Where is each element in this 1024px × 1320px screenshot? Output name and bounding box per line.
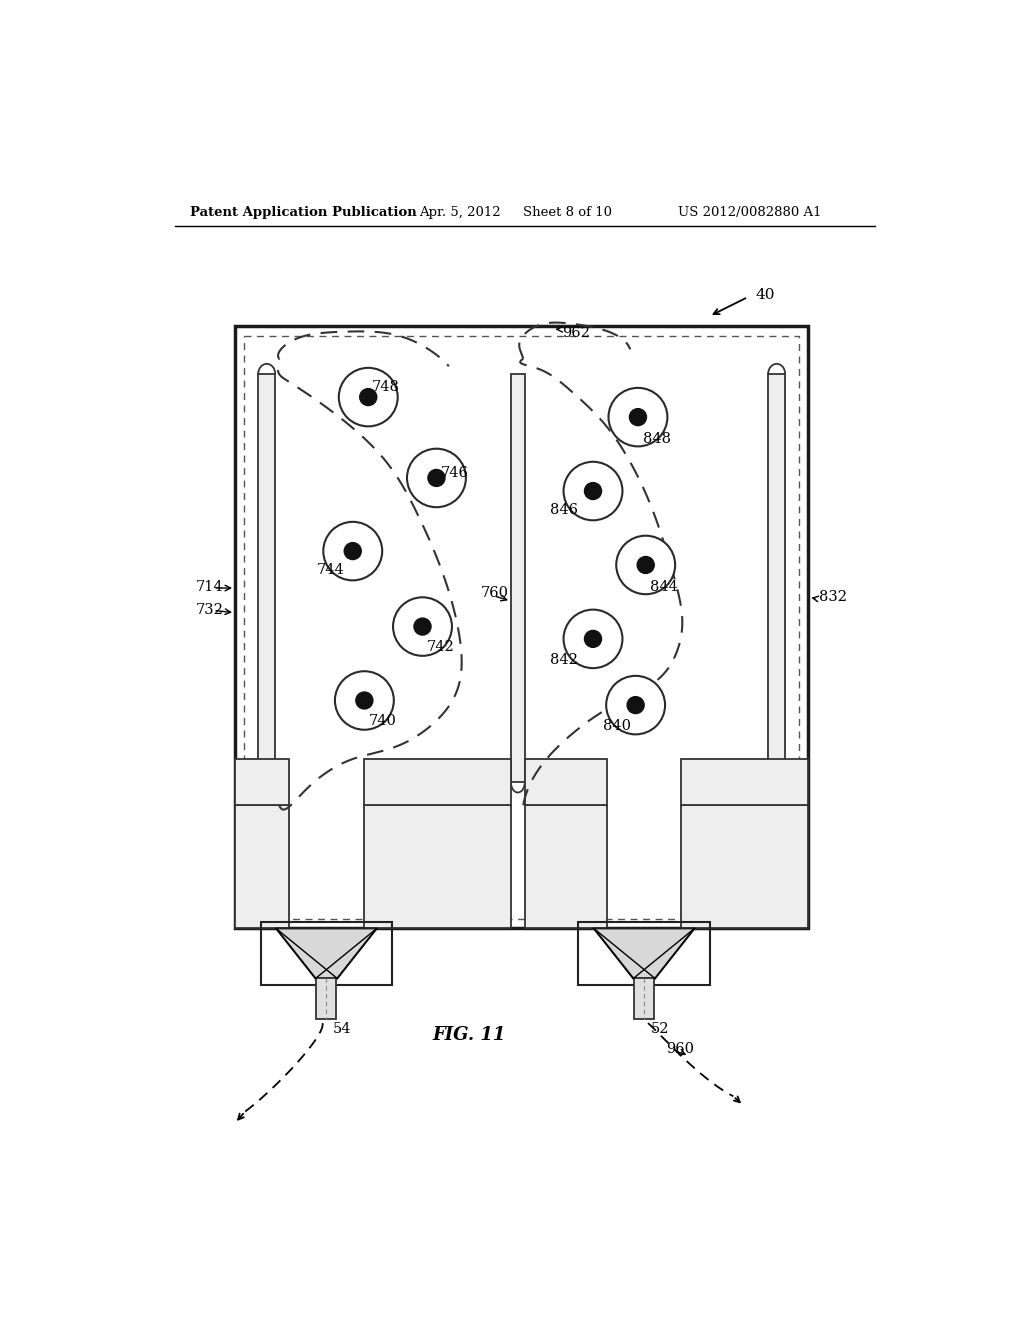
Circle shape: [428, 470, 445, 487]
Bar: [768, 374, 785, 805]
Text: 748: 748: [372, 380, 400, 395]
Text: 842: 842: [550, 653, 579, 667]
Bar: [579, 923, 710, 985]
Polygon shape: [594, 928, 694, 978]
Text: 54: 54: [333, 1022, 351, 1036]
Circle shape: [344, 543, 361, 560]
Text: 846: 846: [550, 503, 579, 516]
Bar: [234, 759, 289, 805]
Text: 742: 742: [426, 640, 454, 653]
Polygon shape: [276, 928, 377, 978]
Text: Apr. 5, 2012: Apr. 5, 2012: [419, 206, 501, 219]
Circle shape: [339, 368, 397, 426]
Text: 960: 960: [666, 1043, 694, 1056]
Circle shape: [585, 631, 601, 647]
Text: 40: 40: [756, 288, 775, 302]
Text: 962: 962: [562, 326, 590, 341]
Bar: [364, 805, 511, 928]
Circle shape: [324, 521, 382, 581]
Circle shape: [608, 388, 668, 446]
Bar: [316, 978, 337, 1019]
Text: 714: 714: [197, 581, 224, 594]
Text: 832: 832: [819, 590, 847, 603]
Text: 760: 760: [480, 586, 509, 599]
Circle shape: [407, 449, 466, 507]
Bar: [681, 759, 809, 805]
Text: Patent Application Publication: Patent Application Publication: [190, 206, 417, 219]
Text: US 2012/0082880 A1: US 2012/0082880 A1: [678, 206, 821, 219]
Circle shape: [335, 671, 394, 730]
Circle shape: [359, 388, 377, 405]
Bar: [245, 335, 799, 919]
Circle shape: [414, 618, 431, 635]
Bar: [524, 805, 607, 928]
Text: 844: 844: [649, 579, 678, 594]
Bar: [234, 805, 289, 928]
Circle shape: [627, 697, 644, 714]
Text: 740: 740: [369, 714, 396, 729]
Circle shape: [563, 462, 623, 520]
Circle shape: [630, 409, 646, 425]
Bar: [524, 759, 607, 805]
Text: 52: 52: [650, 1022, 669, 1036]
Bar: [634, 978, 654, 1019]
Text: 848: 848: [643, 432, 672, 446]
Text: Sheet 8 of 10: Sheet 8 of 10: [523, 206, 612, 219]
Bar: [364, 759, 511, 805]
Circle shape: [637, 557, 654, 573]
Text: FIG. 11: FIG. 11: [432, 1026, 506, 1044]
Circle shape: [356, 692, 373, 709]
Circle shape: [563, 610, 623, 668]
Circle shape: [616, 536, 675, 594]
Bar: [258, 374, 275, 805]
Circle shape: [585, 483, 601, 499]
Bar: [681, 805, 809, 928]
Text: 732: 732: [197, 603, 224, 618]
Text: 840: 840: [603, 719, 631, 733]
Circle shape: [393, 597, 452, 656]
Text: 746: 746: [440, 466, 468, 480]
Circle shape: [606, 676, 665, 734]
Bar: [234, 326, 809, 928]
Bar: [511, 374, 525, 781]
Bar: [260, 923, 392, 985]
Text: 744: 744: [316, 562, 344, 577]
